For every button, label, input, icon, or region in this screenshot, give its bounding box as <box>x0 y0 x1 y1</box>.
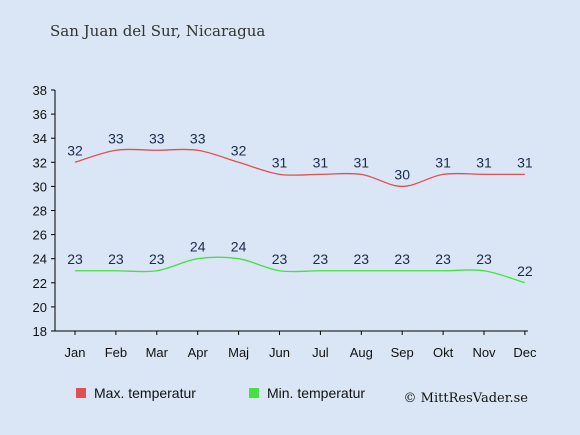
max-data-label: 31 <box>354 154 370 170</box>
max-data-label: 31 <box>272 154 288 170</box>
x-tick-label: Maj <box>228 345 249 360</box>
x-tick-label: Apr <box>188 345 209 360</box>
x-tick-label: Jul <box>312 345 329 360</box>
max-data-label: 31 <box>517 154 533 170</box>
x-tick-label: Jan <box>65 345 86 360</box>
y-tick-label: 38 <box>33 83 47 98</box>
min-temperature-line <box>74 256 526 284</box>
max-data-label: 33 <box>190 130 206 146</box>
y-tick-label: 34 <box>33 131 47 146</box>
legend-swatch-max <box>76 388 86 398</box>
y-tick-label: 30 <box>33 179 47 194</box>
y-tick-label: 18 <box>33 324 47 339</box>
x-tick-label: Dec <box>513 345 537 360</box>
min-data-label: 22 <box>517 263 533 279</box>
x-tick-label: Mar <box>146 345 169 360</box>
y-tick-label: 22 <box>33 276 47 291</box>
min-data-label: 23 <box>435 251 451 267</box>
max-data-label: 33 <box>108 130 124 146</box>
max-data-label: 31 <box>313 154 329 170</box>
min-data-label: 23 <box>476 251 492 267</box>
min-data-label: 23 <box>313 251 329 267</box>
y-tick-label: 28 <box>33 204 47 219</box>
min-data-label: 23 <box>394 251 410 267</box>
legend: Max. temperatur Min. temperatur <box>76 385 365 401</box>
y-tick-label: 36 <box>33 107 47 122</box>
y-tick-label: 32 <box>33 155 47 170</box>
chart-axes: 18 20 22 24 26 28 30 32 34 36 38 Jan Feb Mar Apr Maj Jun… <box>33 83 537 360</box>
x-tick-label: Jun <box>269 345 290 360</box>
min-data-label: 23 <box>149 251 165 267</box>
x-tick-label: Nov <box>472 345 496 360</box>
max-data-label: 32 <box>67 142 83 158</box>
copyright-text: © MittResVader.se <box>404 391 529 406</box>
x-tick-label: Feb <box>105 345 127 360</box>
max-data-label: 31 <box>435 154 451 170</box>
x-tick-label: Aug <box>350 345 373 360</box>
series-layer <box>74 148 526 284</box>
min-data-label: 24 <box>231 239 247 255</box>
legend-label-min: Min. temperatur <box>267 385 365 401</box>
y-tick-label: 26 <box>33 228 47 243</box>
max-data-label: 33 <box>149 130 165 146</box>
x-tick-label: Sep <box>391 345 414 360</box>
min-data-label: 23 <box>108 251 124 267</box>
min-data-label: 23 <box>272 251 288 267</box>
x-tick-label: Okt <box>433 345 454 360</box>
legend-label-max: Max. temperatur <box>94 385 196 401</box>
max-data-label: 31 <box>476 154 492 170</box>
min-data-label: 23 <box>354 251 370 267</box>
y-tick-label: 20 <box>33 300 47 315</box>
max-data-label: 32 <box>231 142 247 158</box>
min-data-label: 23 <box>67 251 83 267</box>
max-temperature-line <box>74 148 525 188</box>
y-tick-label: 24 <box>33 252 47 267</box>
max-data-label: 30 <box>394 166 410 182</box>
min-data-label: 24 <box>190 239 206 255</box>
data-labels: 32 33 33 33 32 31 31 31 30 31 31 31 23 23 23 24 24 23 23 23… <box>67 130 533 279</box>
legend-swatch-min <box>249 388 259 398</box>
chart-title: San Juan del Sur, Nicaragua <box>50 22 265 40</box>
